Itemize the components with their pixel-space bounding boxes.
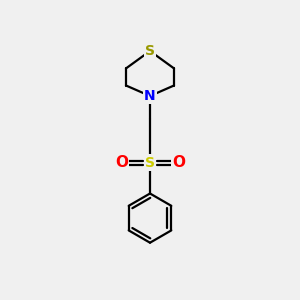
Text: S: S	[145, 156, 155, 170]
Text: S: S	[145, 44, 155, 58]
Text: O: O	[172, 155, 185, 170]
Text: O: O	[115, 155, 128, 170]
Text: N: N	[144, 89, 156, 103]
